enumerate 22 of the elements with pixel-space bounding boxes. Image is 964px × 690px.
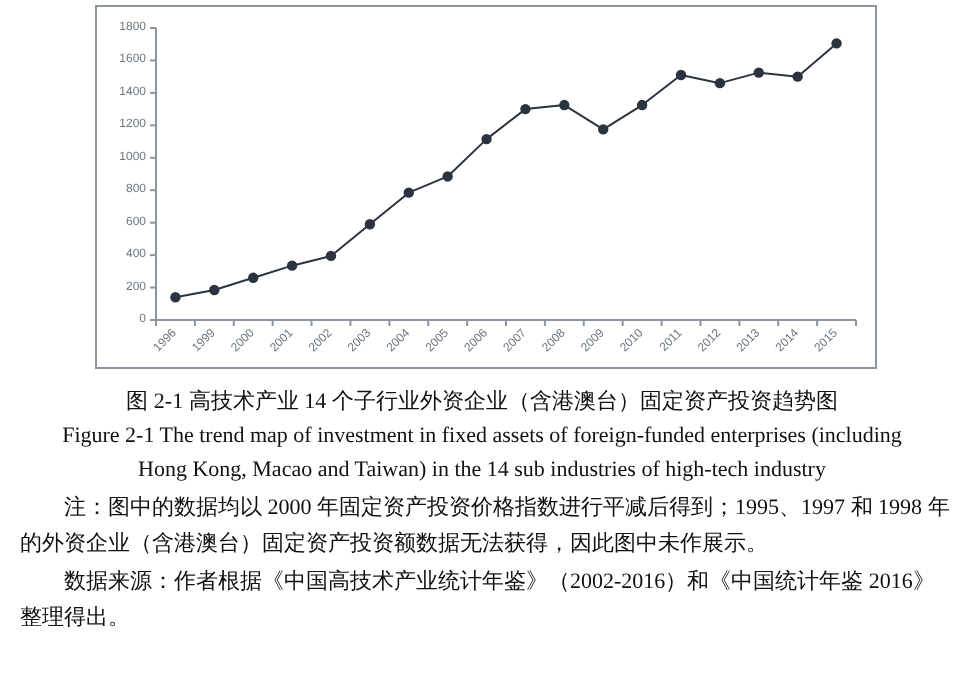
point <box>442 171 453 182</box>
text: Figure 2-1 The trend map of investment in fixed assets of foreign-funded enterprises (including Hong Kong, Macao and Taiwan) in the 14 sub industries of high-tech industry <box>60 422 904 486</box>
point <box>520 103 531 115</box>
text: 注：图中的数据均以 2000 年固定资产投资价格指数进行平减后得到；1995、1997 和 1998 年的外资企业（含港澳台）固定资产投资额数据无法获得，因此图中未作展示。 <box>20 493 952 560</box>
point <box>753 67 764 78</box>
point <box>248 272 259 284</box>
point <box>636 99 648 111</box>
point <box>598 124 609 135</box>
point <box>286 260 298 271</box>
point <box>209 284 220 296</box>
point <box>403 187 414 198</box>
point <box>792 71 803 82</box>
point <box>559 99 570 111</box>
point <box>714 77 726 89</box>
point <box>170 292 181 303</box>
text: 图 2-1 高技术产业 14 个子行业外资企业（含港澳台）固定资产投资趋势图 <box>124 387 840 418</box>
point <box>675 69 687 81</box>
point <box>364 219 376 230</box>
source-note: 数据来源：作者根据《中国高技术产业统计年鉴》（2002-2016）和《中国统计年鉴 2016》整理得出。 <box>20 567 937 634</box>
point <box>481 133 492 145</box>
point <box>831 38 842 49</box>
point <box>325 250 337 262</box>
